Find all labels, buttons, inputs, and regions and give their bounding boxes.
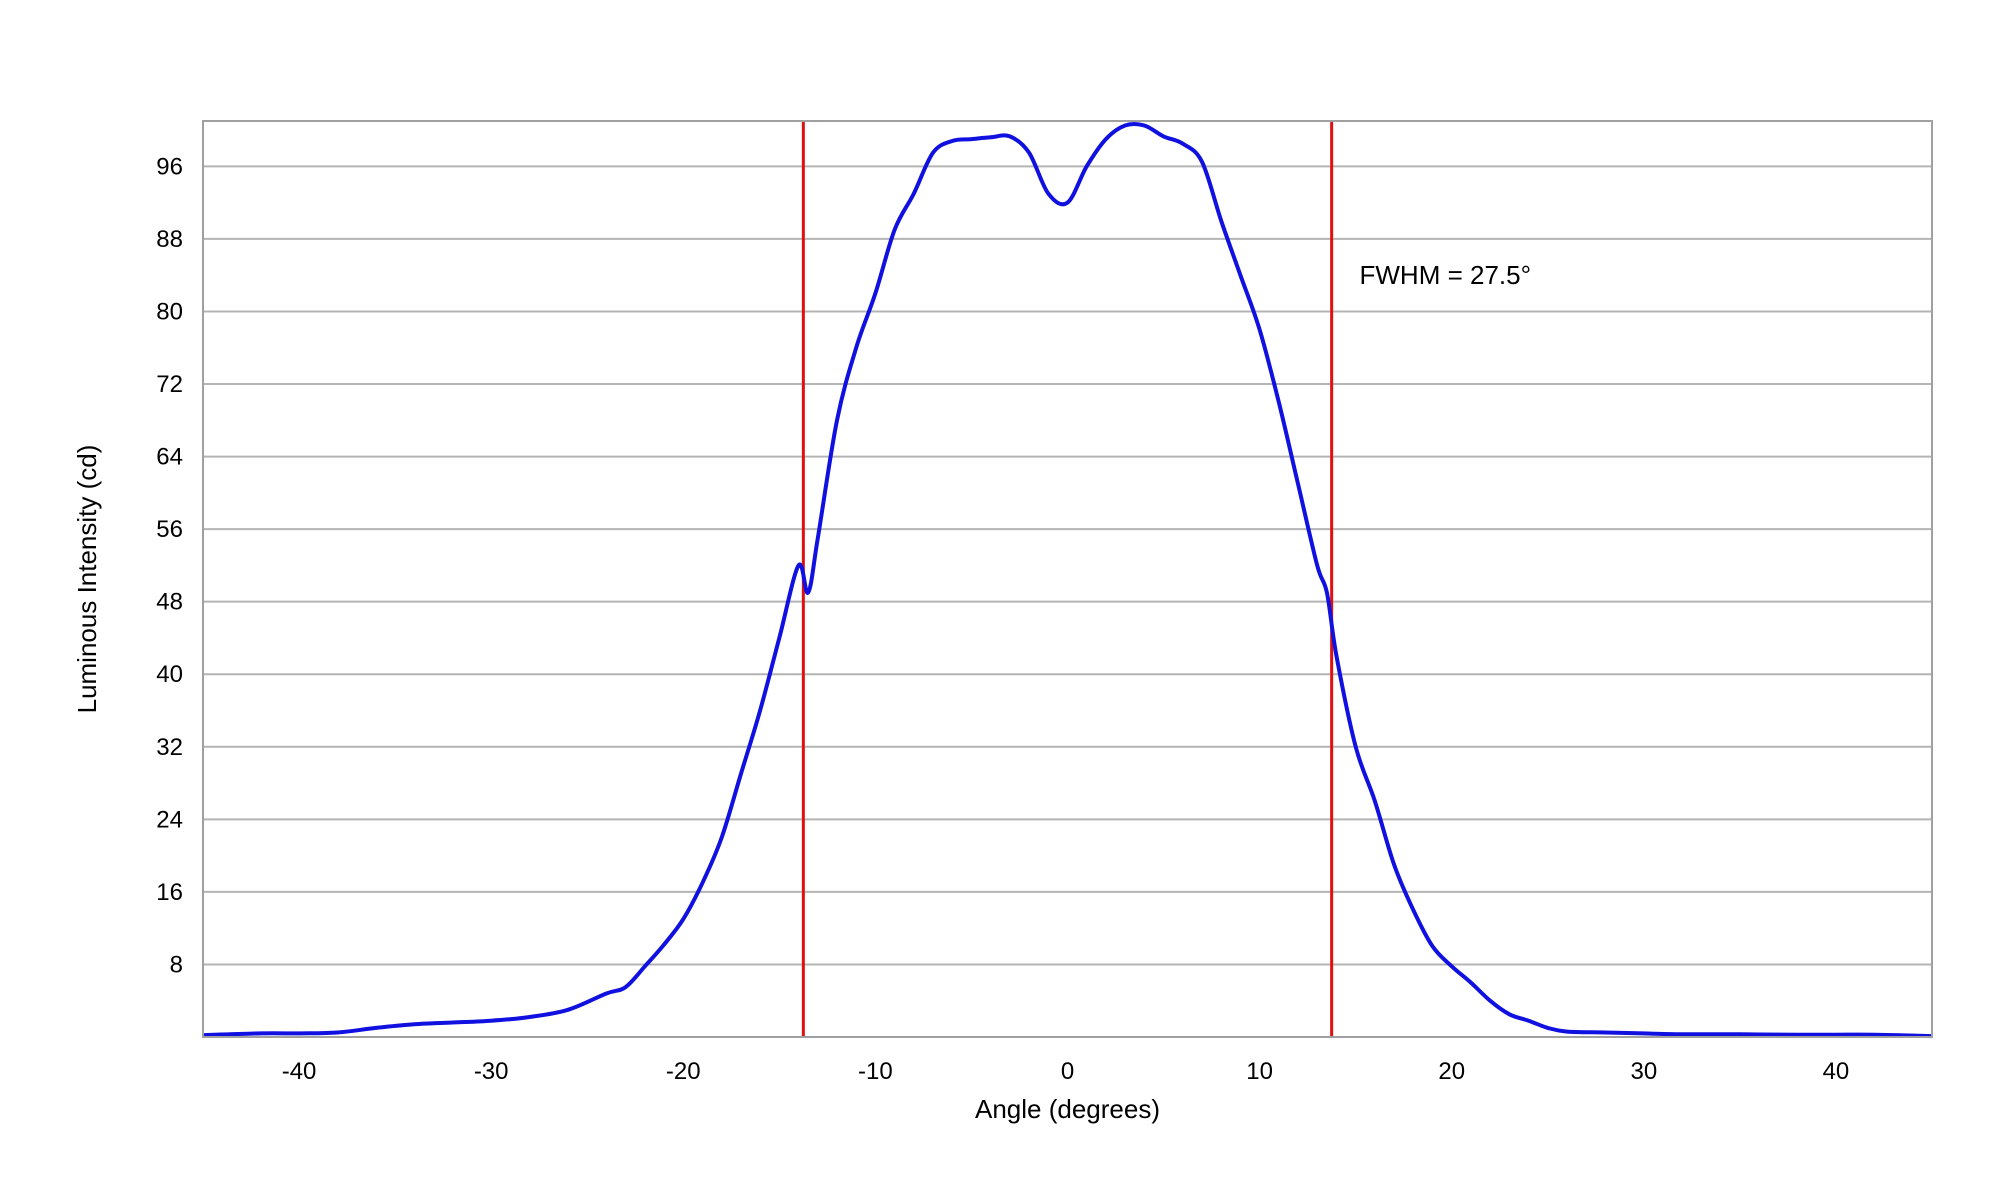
y-tick-label: 24 [156,806,183,833]
y-tick-label: 72 [156,371,183,398]
y-tick-label: 88 [156,226,183,253]
y-axis-title: Luminous Intensity (cd) [72,445,102,714]
y-tick-label: 64 [156,444,183,471]
fwhm-annotation: FWHM = 27.5° [1360,260,1532,290]
x-tick-label: 30 [1630,1058,1657,1085]
x-tick-label: 20 [1438,1058,1465,1085]
y-tick-label: 8 [170,951,183,978]
x-tick-label: -20 [666,1058,701,1085]
x-tick-label: -10 [858,1058,893,1085]
x-tick-labels: -40 -30 -20 -10 0 10 20 30 40 [282,1058,1850,1085]
y-tick-label: 80 [156,298,183,325]
x-axis-title: Angle (degrees) [975,1094,1160,1124]
grid-lines [203,165,1932,966]
y-tick-label: 56 [156,516,183,543]
y-tick-label: 48 [156,589,183,616]
y-tick-label: 40 [156,661,183,688]
series-line [202,122,1933,1039]
x-tick-label: 40 [1823,1058,1850,1085]
y-tick-label: 16 [156,879,183,906]
y-tick-label: 32 [156,734,183,761]
x-tick-label: -30 [474,1058,509,1085]
series-group [202,122,1933,1039]
y-tick-labels: 8 16 24 32 40 48 56 64 72 80 88 96 [156,153,183,978]
fwhm-markers [801,121,1334,1037]
plot-frame [202,120,1933,1038]
x-tick-label: -40 [282,1058,317,1085]
x-tick-label: 0 [1061,1058,1074,1085]
x-tick-label: 10 [1246,1058,1273,1085]
y-tick-label: 96 [156,153,183,180]
